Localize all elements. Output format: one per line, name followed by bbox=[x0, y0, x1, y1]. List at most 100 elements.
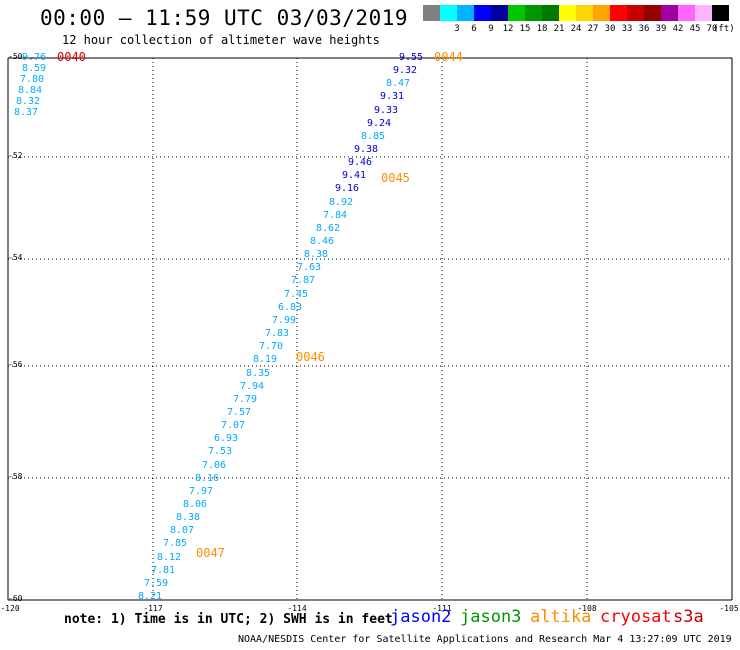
scale-swatch bbox=[661, 5, 678, 21]
scale-swatch bbox=[440, 5, 457, 21]
wave-height-label: 8.12 bbox=[157, 552, 182, 563]
scale-swatch bbox=[559, 5, 576, 21]
wave-height-label: 8.62 bbox=[316, 223, 341, 234]
scale-label: 21 bbox=[553, 24, 565, 34]
wave-height-label: 7.57 bbox=[227, 407, 252, 418]
scale-label: 42 bbox=[672, 24, 684, 34]
wave-height-label: 7.59 bbox=[144, 578, 169, 589]
scale-label: 3 bbox=[454, 24, 460, 34]
legend-cryosat: cryosat bbox=[600, 607, 672, 627]
scale-swatch bbox=[457, 5, 474, 21]
wave-height-label: 7.81 bbox=[151, 565, 176, 576]
wave-height-label: 9.55 bbox=[399, 52, 424, 63]
legend-jason2: jason2 bbox=[390, 607, 452, 627]
wave-height-label: 8.19 bbox=[253, 354, 278, 365]
page-subtitle: 12 hour collection of altimeter wave hei… bbox=[62, 33, 380, 47]
scale-swatch bbox=[712, 5, 729, 21]
wave-height-label: 7.94 bbox=[240, 381, 265, 392]
wave-height-label: 9.38 bbox=[354, 144, 379, 155]
wave-height-label: 7.80 bbox=[20, 74, 45, 85]
wave-height-label: 7.06 bbox=[202, 460, 227, 471]
scale-swatch bbox=[644, 5, 661, 21]
wave-height-label: 8.85 bbox=[361, 131, 386, 142]
wave-height-label: 9.76 bbox=[22, 52, 47, 63]
wave-height-label: 8.16 bbox=[195, 473, 220, 484]
scale-label: 33 bbox=[621, 24, 633, 34]
wave-height-label: 8.35 bbox=[246, 368, 271, 379]
wave-height-label: 8.07 bbox=[170, 525, 195, 536]
lon-tick-label: -114 bbox=[287, 604, 307, 613]
wave-height-label: 9.41 bbox=[342, 170, 367, 181]
wave-height-label: 6.93 bbox=[214, 433, 239, 444]
scale-swatch bbox=[491, 5, 508, 21]
lon-tick-label: -120 bbox=[0, 604, 20, 613]
footer-note: note: 1) Time is in UTC; 2) SWH is in fe… bbox=[64, 612, 393, 627]
lat-tick-label: -60 bbox=[8, 594, 23, 603]
wave-height-label: 6.83 bbox=[278, 302, 303, 313]
scale-swatch bbox=[627, 5, 644, 21]
wave-height-label: 7.84 bbox=[323, 210, 348, 221]
wave-height-label: 7.87 bbox=[291, 275, 316, 286]
scale-label: 18 bbox=[536, 24, 548, 34]
wave-height-label: 8.37 bbox=[14, 107, 39, 118]
scale-label: 9 bbox=[488, 24, 494, 34]
time-label: 0046 bbox=[296, 350, 325, 364]
wave-height-label: 7.79 bbox=[233, 394, 258, 405]
wave-height-label: 9.31 bbox=[380, 91, 405, 102]
lat-tick-label: -52 bbox=[8, 151, 23, 160]
wave-height-label: 7.85 bbox=[163, 538, 188, 549]
scale-unit: (ft) bbox=[713, 24, 735, 34]
wave-height-label: 8.92 bbox=[329, 197, 354, 208]
lat-tick-label: -58 bbox=[8, 472, 23, 481]
scale-label: 15 bbox=[519, 24, 531, 34]
lon-tick-label: -111 bbox=[432, 604, 452, 613]
legend-jason3: jason3 bbox=[460, 607, 522, 627]
wave-height-label: 8.32 bbox=[16, 96, 41, 107]
scale-label: 24 bbox=[570, 24, 582, 34]
wave-height-label: 8.21 bbox=[138, 591, 163, 602]
wave-height-label: 8.46 bbox=[310, 236, 335, 247]
scale-label: 39 bbox=[655, 24, 667, 34]
legend-altika: altika bbox=[530, 607, 592, 627]
time-label: 0044 bbox=[434, 50, 463, 64]
scale-swatch bbox=[542, 5, 559, 21]
scale-swatch bbox=[610, 5, 627, 21]
lon-tick-label: -117 bbox=[143, 604, 163, 613]
wave-height-label: 7.45 bbox=[284, 289, 309, 300]
scale-label: 30 bbox=[604, 24, 616, 34]
scale-swatch bbox=[593, 5, 610, 21]
time-label: 0047 bbox=[196, 546, 225, 560]
scale-swatch bbox=[474, 5, 491, 21]
wave-height-label: 7.83 bbox=[265, 328, 290, 339]
wave-height-label: 7.97 bbox=[189, 486, 214, 497]
wave-height-label: 8.38 bbox=[176, 512, 201, 523]
scale-label: 36 bbox=[638, 24, 650, 34]
map-grid bbox=[7, 57, 733, 601]
wave-height-label: 8.84 bbox=[18, 85, 43, 96]
wave-height-label: 9.32 bbox=[393, 65, 418, 76]
scale-label: 6 bbox=[471, 24, 477, 34]
page-title: 00:00 – 11:59 UTC 03/03/2019 bbox=[40, 6, 409, 30]
wave-height-label: 8.38 bbox=[304, 249, 329, 260]
scale-swatch bbox=[695, 5, 712, 21]
wave-height-label: 7.63 bbox=[297, 262, 322, 273]
wave-height-label: 8.59 bbox=[22, 63, 47, 74]
lat-tick-label: -56 bbox=[8, 360, 23, 369]
legend-s3a: s3a bbox=[673, 607, 704, 627]
wave-height-label: 9.16 bbox=[335, 183, 360, 194]
scale-label: 27 bbox=[587, 24, 599, 34]
wave-height-label: 8.47 bbox=[386, 78, 411, 89]
scale-swatch bbox=[423, 5, 440, 21]
lon-tick-label: -105 bbox=[719, 604, 739, 613]
scale-swatch bbox=[678, 5, 695, 21]
scale-swatch bbox=[576, 5, 593, 21]
scale-label: 45 bbox=[689, 24, 701, 34]
wave-height-label: 8.06 bbox=[183, 499, 208, 510]
wave-height-label: 7.53 bbox=[208, 446, 233, 457]
time-label: 0040 bbox=[57, 50, 86, 64]
wave-height-label: 9.33 bbox=[374, 105, 399, 116]
scale-label: 12 bbox=[502, 24, 514, 34]
scale-label: 70 bbox=[706, 24, 718, 34]
wave-height-label: 7.70 bbox=[259, 341, 284, 352]
